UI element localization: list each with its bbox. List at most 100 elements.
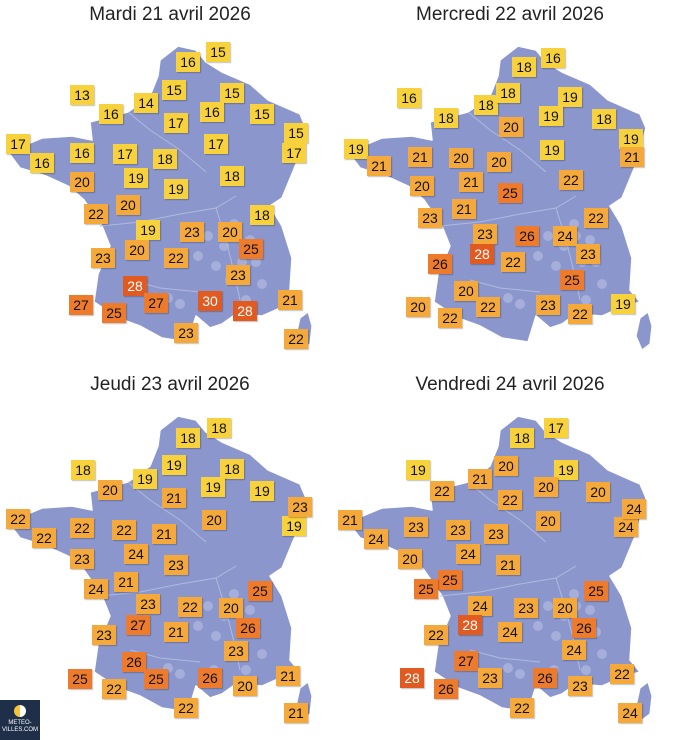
temperature-badge: 21: [152, 524, 176, 544]
temperature-badge: 25: [68, 669, 92, 689]
temperature-badge: 19: [136, 220, 160, 240]
temperature-badge: 19: [124, 168, 148, 188]
relief-mark: [241, 665, 251, 675]
temperature-badge: 20: [202, 510, 226, 530]
temperature-badge: 20: [219, 598, 243, 618]
temperature-badge: 23: [164, 555, 188, 575]
france-mainland-shape: [7, 415, 307, 713]
temperature-badge: 22: [284, 329, 308, 349]
forecast-panel-friday: Vendredi 24 avril 2026 17 18 19 20 19 21 22 20 2…: [338, 370, 680, 740]
temperature-badge: 23: [473, 224, 497, 244]
temperature-badge: 23: [91, 248, 115, 268]
temperature-badge: 23: [288, 497, 312, 517]
temperature-badge: 26: [434, 679, 458, 699]
meteo-villes-logo[interactable]: METEO- VILLES.COM: [0, 700, 40, 740]
temperature-badge: 30: [198, 291, 222, 311]
temperature-badge: 22: [510, 698, 534, 718]
relief-mark: [203, 231, 213, 241]
temperature-badge: 17: [164, 113, 188, 133]
temperature-badge: 16: [200, 102, 224, 122]
temperature-badge: 22: [501, 252, 525, 272]
temperature-badge: 19: [133, 469, 157, 489]
temperature-badge: 16: [176, 52, 200, 72]
temperature-badge: 21: [620, 147, 644, 167]
temperature-badge: 19: [282, 516, 306, 536]
temperature-badge: 21: [496, 555, 520, 575]
temperature-badge: 21: [468, 469, 492, 489]
temperature-badge: 22: [438, 308, 462, 328]
temperature-badge: 23: [576, 244, 600, 264]
temperature-badge: 17: [204, 134, 228, 154]
temperature-badge: 26: [515, 226, 539, 246]
temperature-badge: 22: [430, 481, 454, 501]
temperature-badge: 19: [539, 106, 563, 126]
temperature-badge: 23: [418, 208, 442, 228]
france-map: [347, 45, 653, 351]
temperature-badge: 20: [116, 195, 140, 215]
temperature-badge: 26: [572, 618, 596, 638]
temperature-badge: 20: [98, 480, 122, 500]
temperature-badge: 24: [498, 622, 522, 642]
temperature-badge: 17: [544, 418, 568, 438]
temperature-badge: 20: [125, 240, 149, 260]
panel-title: Vendredi 24 avril 2026: [415, 374, 605, 395]
temperature-badge: 18: [434, 108, 458, 128]
temperature-badge: 18: [510, 428, 534, 448]
panel-title: Mardi 21 avril 2026: [89, 4, 251, 25]
temperature-badge: 24: [614, 517, 638, 537]
temperature-badge: 17: [113, 144, 137, 164]
relief-mark: [581, 665, 591, 675]
relief-mark: [597, 649, 607, 659]
temperature-badge: 16: [70, 143, 94, 163]
temperature-badge: 25: [560, 270, 584, 290]
temperature-badge: 19: [611, 294, 635, 314]
relief-mark: [211, 261, 221, 271]
temperature-badge: 28: [123, 276, 147, 296]
temperature-badge: 22: [32, 528, 56, 548]
panel-title: Mercredi 22 avril 2026: [416, 4, 604, 25]
temperature-badge: 21: [459, 172, 483, 192]
relief-mark: [211, 631, 221, 641]
temperature-badge: 23: [180, 222, 204, 242]
temperature-badge: 25: [102, 303, 126, 323]
river-line: [99, 195, 237, 227]
temperature-badge: 23: [484, 524, 508, 544]
relief-mark: [585, 605, 595, 615]
temperature-badge: 26: [236, 618, 260, 638]
temperature-badge: 22: [584, 208, 608, 228]
temperature-badge: 18: [250, 205, 274, 225]
relief-mark: [193, 621, 203, 631]
relief-mark: [237, 257, 247, 267]
river-line: [127, 481, 207, 543]
temperature-badge: 20: [534, 477, 558, 497]
temperature-badge: 25: [144, 669, 168, 689]
temperature-badge: 23: [136, 594, 160, 614]
temperature-badge: 21: [276, 666, 300, 686]
temperature-badge: 24: [553, 226, 577, 246]
temperature-badge: 20: [398, 549, 422, 569]
temperature-badge: 20: [553, 598, 577, 618]
temperature-badge: 19: [406, 460, 430, 480]
temperature-badge: 28: [400, 668, 424, 688]
temperature-badge: 21: [408, 147, 432, 167]
logo-text-line2: VILLES.COM: [1, 727, 38, 733]
temperature-badge: 18: [592, 109, 616, 129]
temperature-badge: 20: [449, 148, 473, 168]
temperature-badge: 27: [69, 295, 93, 315]
temperature-badge: 22: [174, 698, 198, 718]
relief-mark: [193, 251, 203, 261]
temperature-badge: 24: [364, 529, 388, 549]
relief-mark: [175, 669, 185, 679]
river-line: [99, 565, 237, 597]
temperature-badge: 20: [487, 152, 511, 172]
temperature-badge: 23: [174, 323, 198, 343]
temperature-badge: 26: [428, 254, 452, 274]
temperature-badge: 27: [126, 615, 150, 635]
temperature-badge: 22: [568, 304, 592, 324]
temperature-badge: 23: [536, 295, 560, 315]
temperature-badge: 19: [162, 455, 186, 475]
temperature-badge: 23: [226, 265, 250, 285]
relief-mark: [229, 589, 239, 599]
relief-mark: [585, 235, 595, 245]
temperature-badge: 15: [250, 104, 274, 124]
